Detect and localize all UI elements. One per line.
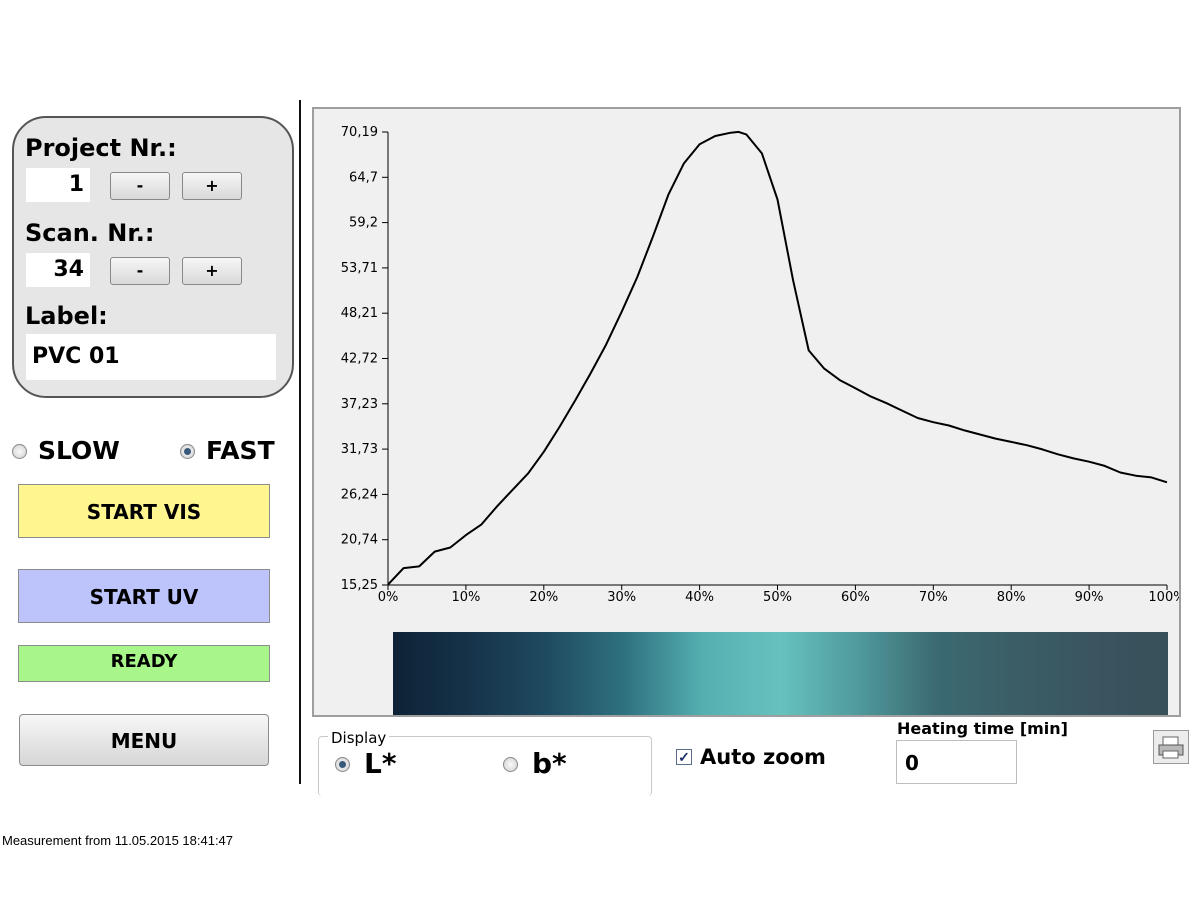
panel-divider xyxy=(299,100,301,784)
y-tick-label: 59,2 xyxy=(349,216,378,231)
label-caption: Label: xyxy=(25,302,108,330)
print-button[interactable] xyxy=(1153,730,1189,764)
y-tick-label: 48,21 xyxy=(341,306,378,321)
l-star-label: L* xyxy=(364,747,397,780)
x-tick-label: 20% xyxy=(529,590,558,605)
start-uv-button[interactable]: START UV xyxy=(18,569,270,623)
b-star-label: b* xyxy=(532,747,567,780)
slow-label: SLOW xyxy=(38,436,120,465)
project-number-label: Project Nr.: xyxy=(25,134,177,162)
y-tick-label: 70,19 xyxy=(341,125,378,140)
status-indicator: READY xyxy=(18,645,270,682)
project-increment-button[interactable]: + xyxy=(182,172,242,200)
lightness-curve xyxy=(387,130,1168,586)
x-tick-label: 60% xyxy=(841,590,870,605)
slow-radio[interactable] xyxy=(12,444,27,459)
x-tick-label: 70% xyxy=(919,590,948,605)
heating-time-label: Heating time [min] xyxy=(897,719,1068,738)
y-tick-label: 64,7 xyxy=(349,170,378,185)
y-tick-label: 26,24 xyxy=(341,487,378,502)
project-decrement-button[interactable]: - xyxy=(110,172,170,200)
x-tick-label: 100% xyxy=(1148,590,1179,605)
chart-panel: 15,25 20,74 26,24 31,73 37,23 42,72 48,21 53,71… xyxy=(312,107,1181,717)
label-input[interactable]: PVC 01 xyxy=(26,334,276,380)
scan-increment-button[interactable]: + xyxy=(182,257,242,285)
auto-zoom-checkbox[interactable]: ✓ xyxy=(676,749,692,765)
x-tick-label: 80% xyxy=(997,590,1026,605)
scan-decrement-button[interactable]: - xyxy=(110,257,170,285)
scan-number-field[interactable]: 34 xyxy=(26,253,90,287)
display-group xyxy=(318,736,652,796)
color-strip xyxy=(393,632,1168,715)
x-tick-label: 90% xyxy=(1075,590,1104,605)
x-tick-label: 0% xyxy=(378,590,399,605)
x-tick-label: 40% xyxy=(685,590,714,605)
y-tick-label: 15,25 xyxy=(341,578,378,593)
start-vis-button[interactable]: START VIS xyxy=(18,484,270,538)
lightness-chart: 15,25 20,74 26,24 31,73 37,23 42,72 48,21 53,71… xyxy=(341,125,1179,715)
display-legend: Display xyxy=(328,729,390,747)
heating-time-input[interactable]: 0 xyxy=(896,740,1017,784)
y-tick-label: 37,23 xyxy=(341,397,378,412)
y-tick-label: 53,71 xyxy=(341,261,378,276)
fast-radio[interactable] xyxy=(180,444,195,459)
l-star-radio[interactable] xyxy=(335,757,350,772)
measurement-footer: Measurement from 11.05.2015 18:41:47 xyxy=(2,833,234,848)
b-star-radio[interactable] xyxy=(503,757,518,772)
project-panel: Project Nr.: 1 - + Scan. Nr.: 34 - + Lab… xyxy=(12,116,294,398)
menu-button[interactable]: MENU xyxy=(19,714,269,766)
printer-icon xyxy=(1158,736,1184,759)
scan-number-label: Scan. Nr.: xyxy=(25,219,155,247)
y-tick-label: 20,74 xyxy=(341,533,378,548)
y-tick-label: 42,72 xyxy=(341,352,378,367)
project-number-field[interactable]: 1 xyxy=(26,168,90,202)
auto-zoom-label: Auto zoom xyxy=(700,745,826,769)
fast-label: FAST xyxy=(206,436,275,465)
x-tick-label: 30% xyxy=(607,590,636,605)
x-tick-label: 10% xyxy=(451,590,480,605)
y-tick-label: 31,73 xyxy=(341,442,378,457)
x-tick-label: 50% xyxy=(763,590,792,605)
